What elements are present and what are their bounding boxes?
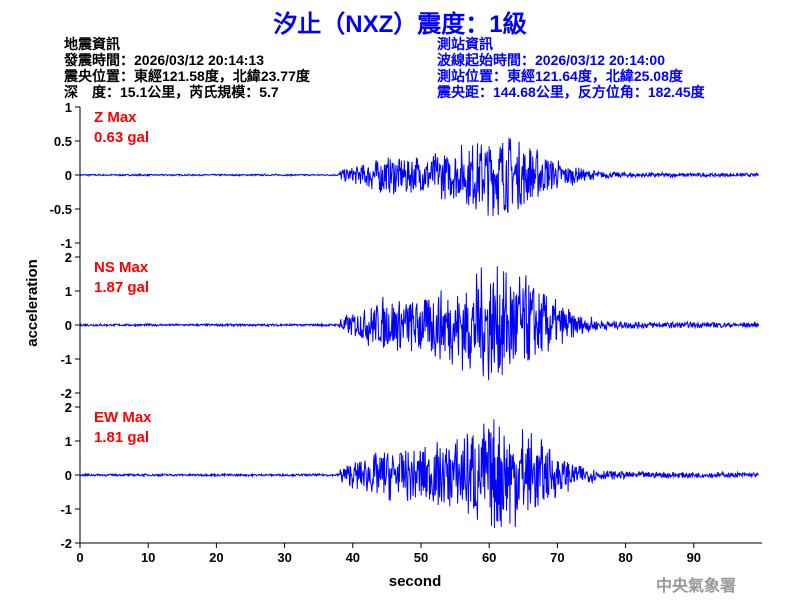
y-tick-label: 2 [65,400,72,415]
max-value: 0.63 gal [94,129,149,146]
y-tick-label: 0 [65,468,72,483]
y-tick-label: -1 [60,502,72,517]
y-tick-label: 0.5 [54,134,72,149]
x-tick-label: 90 [687,550,701,565]
max-value: 1.87 gal [94,279,149,296]
max-label: EW Max [94,409,152,426]
y-tick-label: 1 [65,284,72,299]
max-label: Z Max [94,109,137,126]
y-tick-label: -0.5 [50,202,72,217]
y-tick-label: -1 [60,352,72,367]
x-tick-label: 60 [482,550,496,565]
x-tick-label: 20 [209,550,223,565]
x-tick-label: 50 [414,550,428,565]
x-tick-label: 80 [618,550,632,565]
x-tick-label: 70 [550,550,564,565]
y-tick-label: 1 [65,100,72,115]
x-tick-label: 30 [277,550,291,565]
y-axis-label: acceleration [24,259,41,347]
y-tick-label: -2 [60,386,72,401]
x-axis-label: second [389,573,442,590]
cwa-watermark: 中央氣象署 [656,572,736,596]
y-tick-label: 0 [65,168,72,183]
max-label: NS Max [94,259,149,276]
x-tick-label: 0 [76,550,83,565]
x-tick-label: 40 [346,550,360,565]
waveform-z [80,138,759,216]
y-tick-label: -1 [60,236,72,251]
y-tick-label: 2 [65,250,72,265]
waveform-ew [80,419,759,528]
x-tick-label: 10 [141,550,155,565]
waveform-ns [80,266,759,380]
max-value: 1.81 gal [94,429,149,446]
y-tick-label: -2 [60,536,72,551]
y-tick-label: 1 [65,434,72,449]
y-tick-label: 0 [65,318,72,333]
